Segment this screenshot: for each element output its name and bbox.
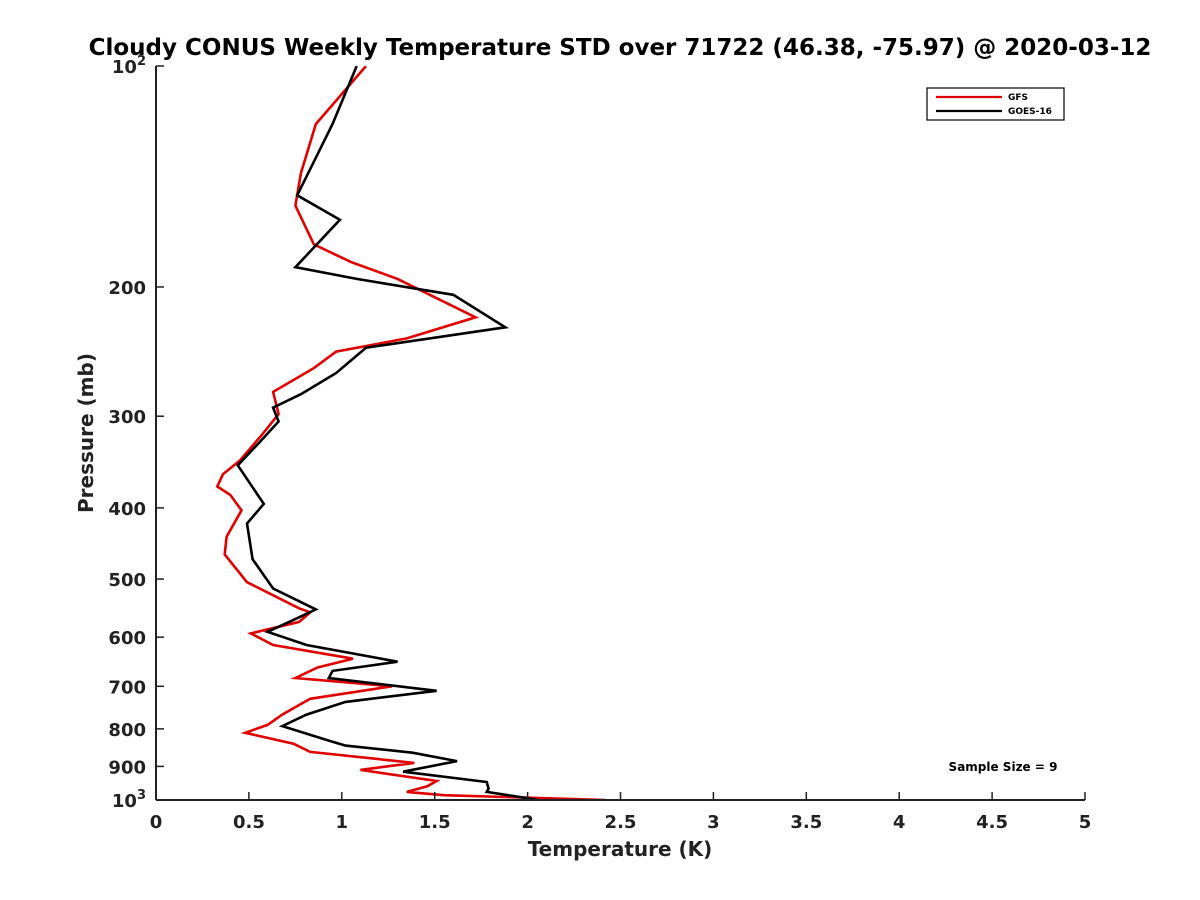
y-tick-label: 800 xyxy=(108,720,146,741)
x-tick-label: 5 xyxy=(1079,812,1092,833)
series-layer xyxy=(215,66,606,800)
x-tick-label: 2 xyxy=(521,812,534,833)
y-tick-label: 900 xyxy=(108,757,146,778)
x-tick-label: 4.5 xyxy=(976,812,1008,833)
y-tick-label: 600 xyxy=(108,628,146,649)
series-line-goes16 xyxy=(236,66,539,800)
x-tick-label: 1 xyxy=(336,812,349,833)
y-tick-label: 200 xyxy=(108,278,146,299)
x-tick-label: 0.5 xyxy=(233,812,265,833)
chart-title: Cloudy CONUS Weekly Temperature STD over… xyxy=(89,35,1152,61)
y-ticks: 102 200 300 400 500 600 700 800 900 103 xyxy=(108,54,164,812)
x-ticks: 0 0.5 1 1.5 2 2.5 3 3.5 4 4.5 5 xyxy=(150,792,1092,833)
y-tick-label: 300 xyxy=(108,407,146,428)
x-tick-label: 1.5 xyxy=(419,812,451,833)
x-tick-label: 4 xyxy=(893,812,906,833)
y-tick-label: 102 xyxy=(112,54,146,78)
x-tick-label: 3.5 xyxy=(790,812,822,833)
legend-label-gfs: GFS xyxy=(1008,93,1028,103)
axes xyxy=(155,66,1085,801)
y-tick-label: 700 xyxy=(108,677,146,698)
x-tick-label: 2.5 xyxy=(605,812,637,833)
x-tick-label: 3 xyxy=(707,812,720,833)
x-axis-label: Temperature (K) xyxy=(528,837,713,861)
x-tick-label: 0 xyxy=(150,812,163,833)
y-tick-label: 103 xyxy=(112,788,146,812)
sample-size-annotation: Sample Size = 9 xyxy=(949,760,1058,774)
legend-label-goes16: GOES-16 xyxy=(1008,107,1052,117)
y-axis-label: Pressure (mb) xyxy=(74,353,98,513)
y-tick-label: 500 xyxy=(108,570,146,591)
legend: GFS GOES-16 xyxy=(926,87,1065,121)
series-line-gfs xyxy=(215,66,606,800)
legend-box xyxy=(926,87,1065,121)
y-tick-label: 400 xyxy=(108,499,146,520)
